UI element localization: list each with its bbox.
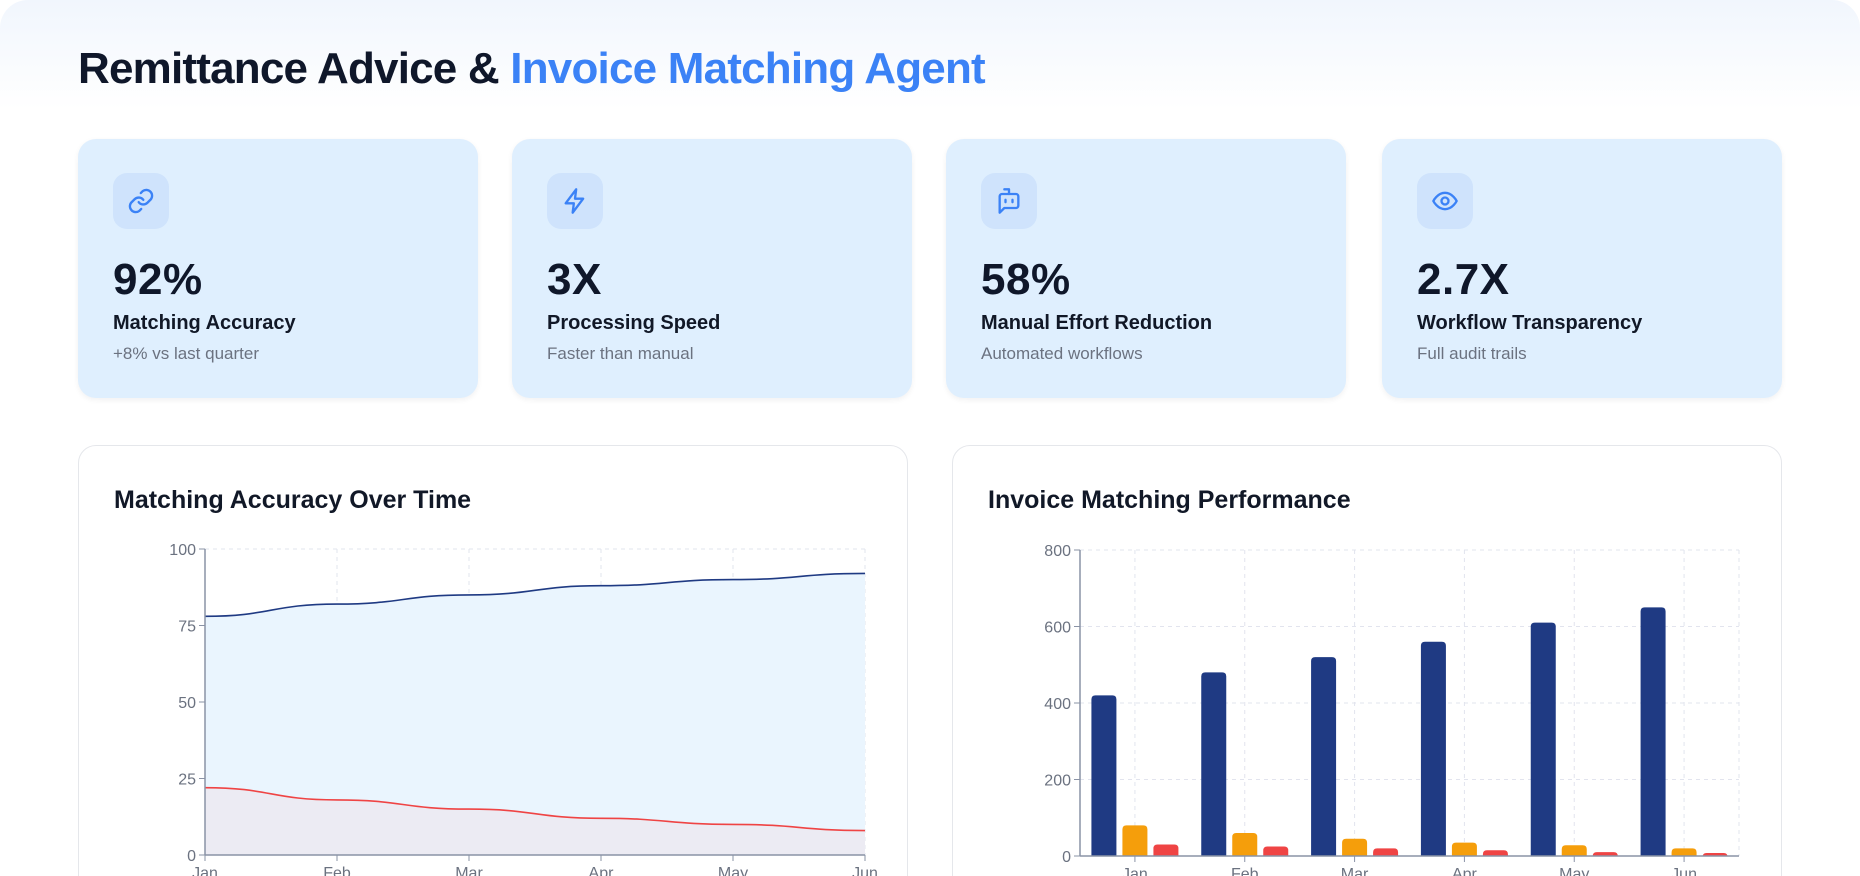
bar-feb-series-1 — [1232, 833, 1258, 856]
x-tick-label: Apr — [589, 865, 615, 876]
x-tick-label: Feb — [323, 865, 351, 876]
chart-title: Invoice Matching Performance — [988, 486, 1351, 514]
y-tick-label: 600 — [1044, 620, 1071, 637]
bar-jun-series-1 — [1671, 848, 1697, 856]
area-fill-series-1 — [205, 787, 865, 855]
bar-may-series-1 — [1561, 845, 1587, 856]
x-tick-label: Jun — [852, 865, 878, 876]
metric-value: 3X — [547, 255, 602, 304]
metric-label: Matching Accuracy — [113, 312, 296, 334]
line-series-0 — [204, 572, 866, 618]
metric-value: 92% — [113, 255, 203, 304]
bar-feb-series-2 — [1263, 846, 1289, 856]
bar-jan-series-0 — [1091, 695, 1117, 856]
eye-icon — [1417, 173, 1473, 229]
title-main: Remittance Advice & — [78, 44, 511, 93]
metric-label: Workflow Transparency — [1417, 312, 1643, 334]
y-tick-label: 100 — [169, 542, 196, 559]
y-tick-label: 50 — [178, 695, 196, 712]
chart-title: Matching Accuracy Over Time — [114, 486, 472, 514]
bar-jan-series-2 — [1153, 844, 1179, 856]
bar-jun-series-0 — [1640, 607, 1666, 856]
bar-mar-series-0 — [1311, 657, 1337, 856]
bar-feb-series-0 — [1201, 672, 1227, 856]
page-title: Remittance Advice & Invoice Matching Age… — [78, 44, 986, 94]
x-tick-label: May — [1559, 866, 1589, 876]
metric-card-manual-effort: 58% Manual Effort Reduction Automated wo… — [946, 139, 1346, 398]
x-tick-label: Jan — [192, 865, 218, 876]
bar-jan-series-1 — [1122, 825, 1148, 856]
bar-mar-series-2 — [1373, 848, 1399, 856]
x-tick-label: Mar — [1341, 866, 1369, 876]
link-icon — [113, 173, 169, 229]
metric-subtext: Automated workflows — [981, 344, 1143, 363]
x-tick-label: May — [718, 865, 748, 876]
metric-subtext: +8% vs last quarter — [113, 344, 259, 363]
y-tick-label: 75 — [178, 619, 196, 636]
x-tick-label: Mar — [455, 865, 483, 876]
metric-label: Processing Speed — [547, 312, 721, 334]
bot-message-icon — [981, 173, 1037, 229]
bar-mar-series-1 — [1342, 838, 1368, 856]
bar-apr-series-2 — [1482, 850, 1508, 856]
bar-may-series-0 — [1530, 622, 1556, 856]
lightning-icon — [547, 173, 603, 229]
metric-card-workflow-transparency: 2.7X Workflow Transparency Full audit tr… — [1382, 139, 1782, 398]
metric-subtext: Faster than manual — [547, 344, 694, 363]
metric-card-matching-accuracy: 92% Matching Accuracy +8% vs last quarte… — [78, 139, 478, 398]
x-tick-label: Jun — [1671, 866, 1697, 876]
bar-apr-series-0 — [1420, 641, 1446, 856]
x-tick-label: Feb — [1231, 866, 1259, 876]
metric-value: 2.7X — [1417, 255, 1510, 304]
bar-may-series-2 — [1592, 852, 1618, 857]
y-tick-label: 25 — [178, 772, 196, 789]
y-tick-label: 0 — [187, 848, 196, 865]
metric-label: Manual Effort Reduction — [981, 312, 1213, 334]
metric-value: 58% — [981, 255, 1071, 304]
metric-subtext: Full audit trails — [1417, 344, 1527, 363]
y-tick-label: 400 — [1044, 696, 1071, 713]
y-tick-label: 200 — [1044, 773, 1071, 790]
title-accent: Invoice Matching Agent — [510, 44, 985, 93]
y-tick-label: 800 — [1044, 543, 1071, 560]
bar-apr-series-1 — [1451, 842, 1477, 856]
y-tick-label: 0 — [1062, 849, 1071, 866]
metric-card-processing-speed: 3X Processing Speed Faster than manual — [512, 139, 912, 398]
x-tick-label: Jan — [1122, 866, 1148, 876]
x-tick-label: Apr — [1452, 866, 1478, 876]
line-series-1 — [204, 786, 866, 832]
area-fill-series-0 — [205, 573, 865, 855]
